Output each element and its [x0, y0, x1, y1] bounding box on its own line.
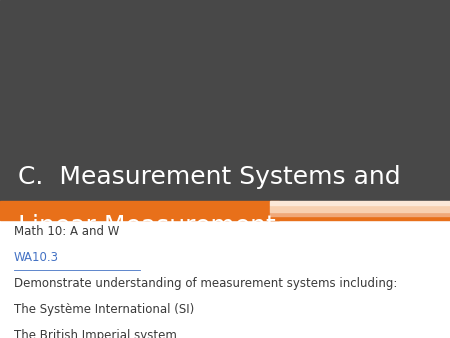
Text: Demonstrate understanding of measurement systems including:: Demonstrate understanding of measurement…: [14, 277, 397, 290]
Bar: [270, 209, 450, 212]
Bar: [270, 201, 450, 205]
Text: Math 10: A and W: Math 10: A and W: [14, 225, 119, 238]
Text: Linear Measurement: Linear Measurement: [18, 214, 276, 238]
Bar: [270, 212, 450, 216]
Text: C.  Measurement Systems and: C. Measurement Systems and: [18, 165, 400, 189]
Text: The British Imperial system: The British Imperial system: [14, 329, 176, 338]
Bar: [270, 216, 450, 220]
Text: WA10.3: WA10.3: [14, 251, 58, 264]
Bar: [0, 201, 279, 220]
Text: The Système International (SI): The Système International (SI): [14, 303, 194, 316]
Bar: [270, 205, 450, 209]
Bar: [0, 0, 450, 201]
